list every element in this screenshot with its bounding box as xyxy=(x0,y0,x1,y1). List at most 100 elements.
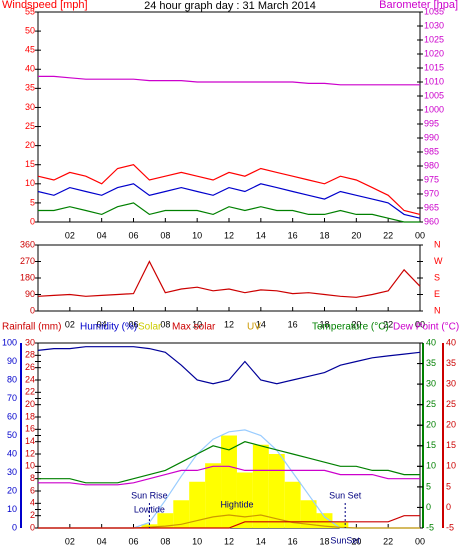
y2-tick-label: 1025 xyxy=(424,34,444,44)
y3-tick-label: 22 xyxy=(25,387,35,397)
y2-tick-label: 0 xyxy=(426,502,431,512)
solar-bar xyxy=(284,481,301,528)
annotation: Lowtide xyxy=(134,504,165,514)
solar-bar xyxy=(221,435,237,528)
y2-tick-label: 20 xyxy=(426,420,436,430)
solar-bar xyxy=(189,481,206,528)
x-tick-label: 20 xyxy=(351,536,361,546)
x-tick-label: 22 xyxy=(383,230,393,240)
axis-label: UV xyxy=(247,322,261,333)
y4-tick-label: 5 xyxy=(446,481,451,491)
y3-tick-label: 18 xyxy=(25,411,35,421)
solar-bar xyxy=(268,454,285,528)
x-tick-label: 18 xyxy=(319,536,329,546)
y-tick-label: 90 xyxy=(25,289,35,299)
y3-tick-label: 14 xyxy=(25,436,35,446)
x-tick-label: 02 xyxy=(65,319,75,329)
y2-tick-label: 15 xyxy=(426,440,436,450)
x-tick-label: 00 xyxy=(415,230,425,240)
y-tick-label: 35 xyxy=(25,83,35,93)
x-tick-label: 18 xyxy=(319,319,329,329)
x-tick-label: 14 xyxy=(256,230,266,240)
y-tick-label: 40 xyxy=(7,448,17,458)
y4-tick-label: 40 xyxy=(446,337,456,347)
x-tick-label: 06 xyxy=(128,536,138,546)
x-tick-label: 08 xyxy=(160,536,170,546)
y-tick-label: 45 xyxy=(25,45,35,55)
x-tick-label: 02 xyxy=(65,230,75,240)
y3-tick-label: 16 xyxy=(25,424,35,434)
x-tick-label: 12 xyxy=(224,319,234,329)
solar-bar xyxy=(300,500,317,528)
y4-tick-label: 0 xyxy=(446,502,451,512)
y2-axis-label: Barometer [hpa] xyxy=(379,0,458,11)
y3-tick-label: 0 xyxy=(30,522,35,532)
y3-tick-label: 24 xyxy=(25,374,35,384)
axis-label: Max solar xyxy=(172,322,216,333)
y2-tick-label: 40 xyxy=(426,337,436,347)
series-line xyxy=(38,515,420,529)
solar-bar xyxy=(332,522,349,528)
annotation: Sun Set xyxy=(329,490,362,500)
x-tick-label: 10 xyxy=(192,319,202,329)
y-tick-label: 270 xyxy=(20,256,35,266)
y2-tick-label: 1015 xyxy=(424,62,444,72)
y-tick-label: 40 xyxy=(25,64,35,74)
x-tick-label: 06 xyxy=(128,319,138,329)
series-line xyxy=(38,202,420,223)
y3-tick-label: 26 xyxy=(25,362,35,372)
y2-tick-label: 960 xyxy=(424,216,439,226)
y-tick-label: 180 xyxy=(20,272,35,282)
x-tick-label: 18 xyxy=(319,230,329,240)
y-tick-label: 80 xyxy=(7,374,17,384)
solar-bar xyxy=(236,472,253,528)
y-tick-label: 30 xyxy=(25,102,35,112)
solar-bar xyxy=(205,463,222,528)
x-tick-label: 04 xyxy=(97,536,107,546)
chart-title: 24 hour graph day : 31 March 2014 xyxy=(144,0,316,12)
axis-label: Temperature (°C) xyxy=(312,322,389,333)
y2-tick-label: 1010 xyxy=(424,76,444,86)
y3-tick-label: 4 xyxy=(30,498,35,508)
y2-tick-label: 995 xyxy=(424,118,439,128)
direction-frame xyxy=(37,244,421,312)
y-tick-label: 360 xyxy=(20,239,35,249)
x-tick-label: 20 xyxy=(351,230,361,240)
y2-tick-label: N xyxy=(434,305,441,315)
solar-bar xyxy=(316,513,333,528)
y2-tick-label: 10 xyxy=(426,461,436,471)
solar-bar xyxy=(141,524,158,528)
y2-tick-label: 1000 xyxy=(424,104,444,114)
x-tick-label: 08 xyxy=(160,319,170,329)
y4-tick-label: 10 xyxy=(446,461,456,471)
series-line xyxy=(37,346,421,385)
series-line xyxy=(38,465,420,486)
y2-tick-label: 35 xyxy=(426,358,436,368)
x-tick-label: 00 xyxy=(415,319,425,329)
x-tick-label: 10 xyxy=(192,536,202,546)
y-tick-label: 55 xyxy=(25,6,35,16)
y-tick-label: 15 xyxy=(25,159,35,169)
y-tick-label: 20 xyxy=(7,485,17,495)
axis-label: Solar xyxy=(138,322,162,333)
x-tick-label: 12 xyxy=(224,536,234,546)
y2-tick-label: 970 xyxy=(424,188,439,198)
x-tick-label: 22 xyxy=(383,536,393,546)
series-line xyxy=(38,75,420,86)
annotation: SunSet xyxy=(330,535,360,545)
y-tick-label: 100 xyxy=(2,337,17,347)
y-tick-label: 60 xyxy=(7,411,17,421)
series-line xyxy=(37,164,421,215)
y2-tick-label: E xyxy=(434,289,440,299)
solar-bar xyxy=(173,500,190,528)
x-tick-label: 04 xyxy=(97,230,107,240)
y-axis-label: Windspeed [mph] xyxy=(2,0,88,11)
x-tick-label: 16 xyxy=(288,319,298,329)
y2-tick-label: N xyxy=(434,239,441,249)
series-line xyxy=(37,183,421,219)
y2-tick-label: W xyxy=(434,256,443,266)
y-tick-label: 10 xyxy=(25,178,35,188)
series-line xyxy=(37,260,421,298)
x-tick-label: 20 xyxy=(351,319,361,329)
